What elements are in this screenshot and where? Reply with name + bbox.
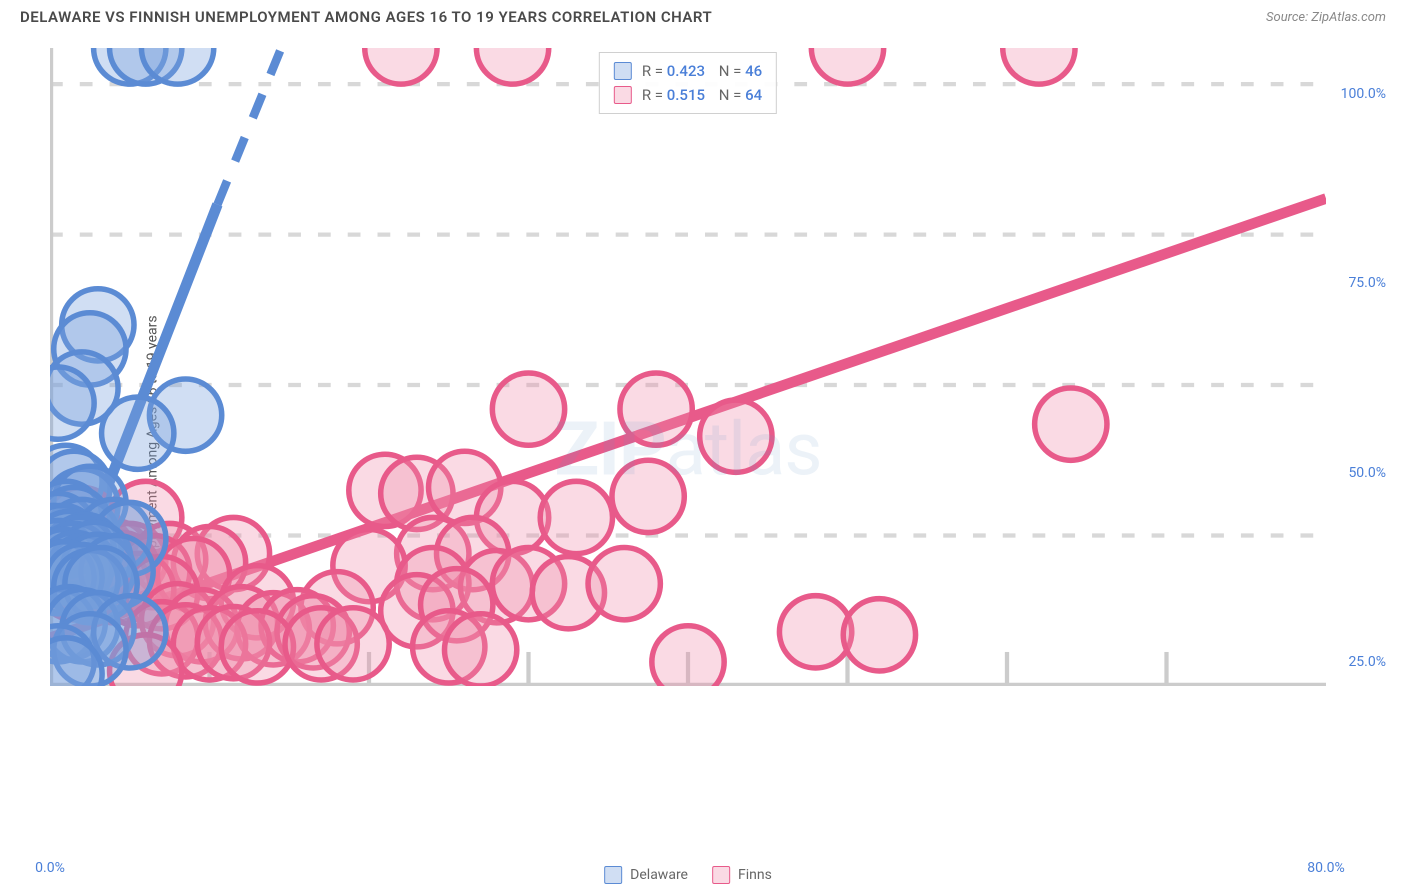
x-tick-label: 80.0% — [1307, 860, 1345, 876]
source-credit: Source: ZipAtlas.com — [1266, 10, 1386, 25]
stats-legend-box: R = 0.423 N = 46 R = 0.515 N = 64 — [599, 52, 777, 114]
scatter-plot — [50, 48, 1326, 686]
stats-row-delaware: R = 0.423 N = 46 — [614, 59, 762, 83]
bottom-legend: Delaware Finns — [604, 866, 772, 884]
swatch-finns-icon — [712, 866, 730, 884]
legend-label: Finns — [738, 867, 772, 883]
legend-label: Delaware — [630, 867, 688, 883]
chart-title: DELAWARE VS FINNISH UNEMPLOYMENT AMONG A… — [20, 8, 712, 26]
x-tick-label: 0.0% — [35, 860, 65, 876]
chart-area: Unemployment Among Ages 16 to 19 years Z… — [50, 48, 1326, 852]
y-tick-label: 100.0% — [1341, 86, 1386, 102]
y-tick-label: 25.0% — [1348, 654, 1386, 670]
stats-row-finns: R = 0.515 N = 64 — [614, 83, 762, 107]
swatch-finns — [614, 86, 632, 104]
legend-item-finns: Finns — [712, 866, 772, 884]
y-tick-label: 75.0% — [1348, 275, 1386, 291]
y-tick-label: 50.0% — [1348, 465, 1386, 481]
swatch-delaware — [614, 62, 632, 80]
swatch-delaware-icon — [604, 866, 622, 884]
legend-item-delaware: Delaware — [604, 866, 688, 884]
